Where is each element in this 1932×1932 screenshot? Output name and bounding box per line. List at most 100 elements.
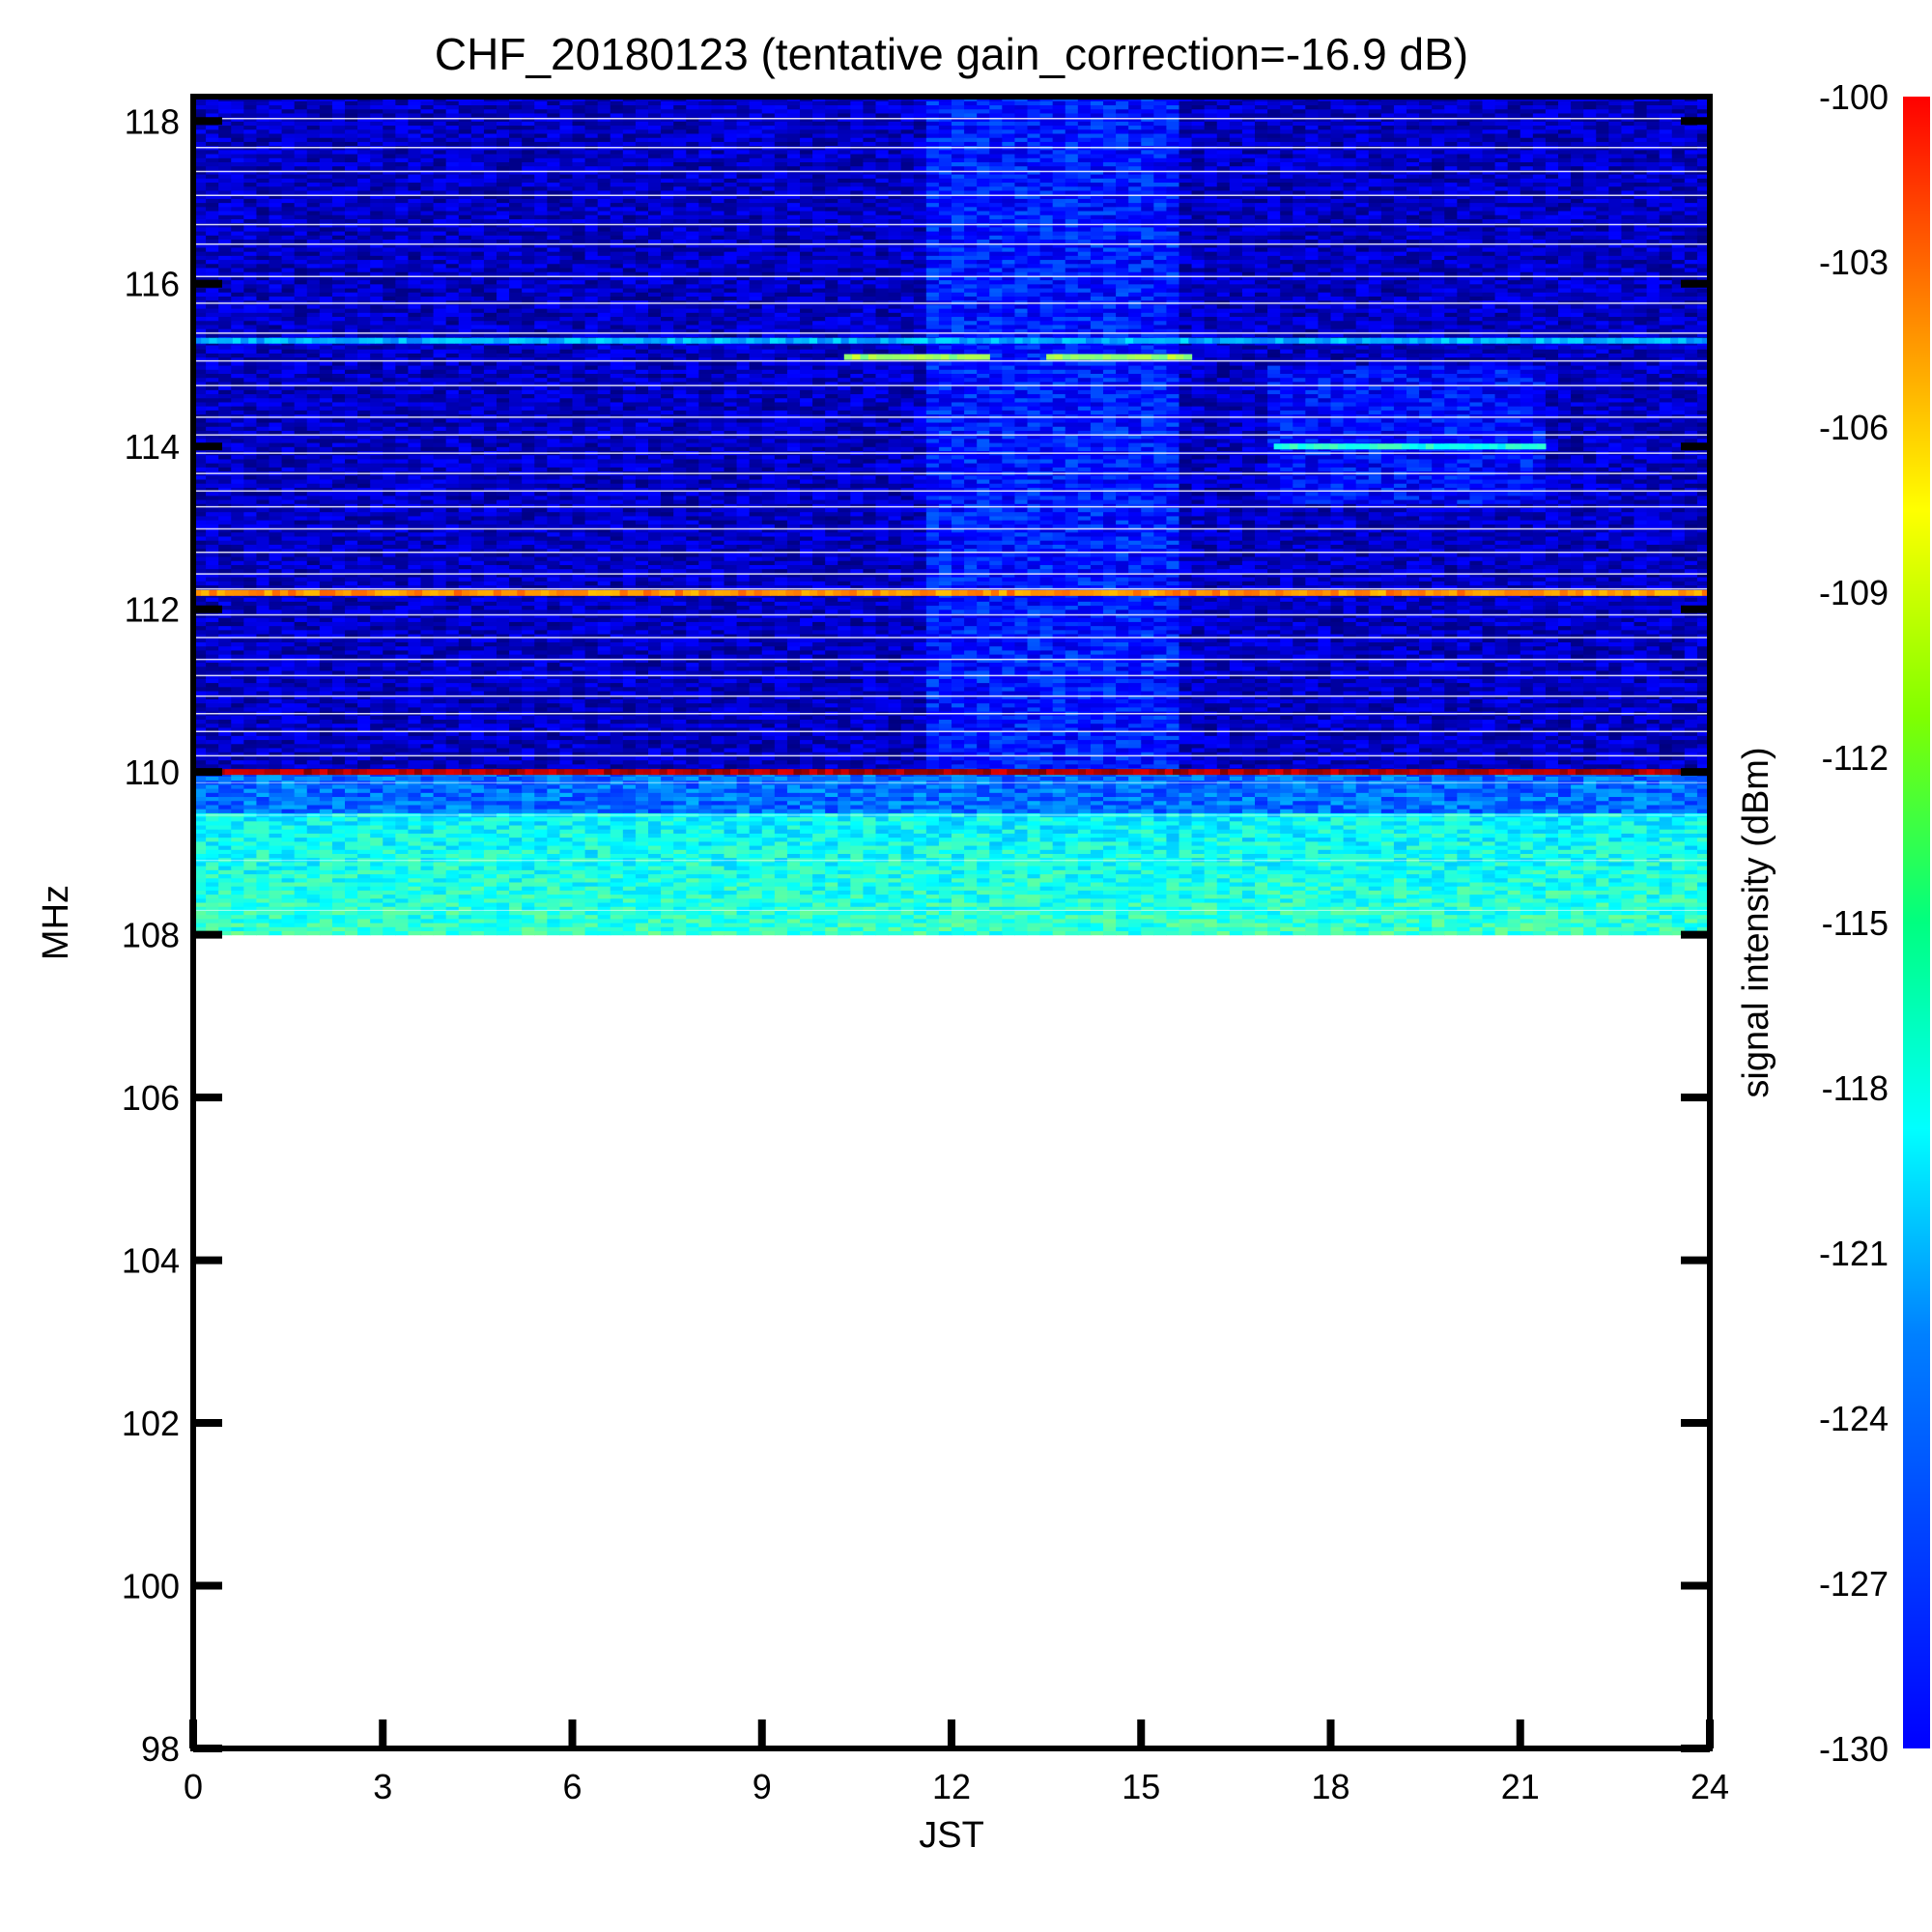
heatmap-cell (1280, 800, 1293, 806)
heatmap-cell (1116, 894, 1129, 899)
heatmap-cell (736, 796, 751, 802)
heatmap-cell (1216, 824, 1231, 830)
heatmap-cell (370, 890, 384, 895)
heatmap-cell (1191, 890, 1206, 895)
heatmap-cell (1406, 914, 1420, 920)
heatmap-cell (1355, 840, 1370, 846)
heatmap-cell (319, 886, 333, 891)
heatmap-cell (749, 926, 763, 932)
heatmap-cell (1355, 783, 1370, 789)
heatmap-cell (294, 881, 308, 887)
heatmap-cell (661, 897, 674, 903)
heatmap-cell (863, 796, 877, 802)
heatmap-cell (1103, 800, 1117, 806)
heatmap-cell (231, 857, 244, 863)
heatmap-cell (711, 776, 725, 781)
heatmap-cell (269, 894, 283, 899)
heatmap-cell (357, 923, 371, 927)
heatmap-cell (1621, 886, 1635, 891)
heatmap-cell (1229, 910, 1243, 916)
heatmap-cell (218, 906, 232, 911)
heatmap-cell (1039, 910, 1054, 916)
heatmap-cell (294, 923, 308, 927)
heatmap-cell (1267, 844, 1281, 850)
heatmap-cell (698, 829, 713, 834)
heatmap-cell (1469, 849, 1484, 854)
heatmap-cell (547, 890, 561, 895)
heatmap-cell (913, 829, 927, 834)
heatmap-cell (1355, 869, 1370, 875)
heatmap-cell (698, 869, 713, 875)
heatmap-cell (1318, 866, 1332, 870)
heatmap-cell (1191, 861, 1206, 867)
heatmap-cell (1128, 857, 1142, 863)
heatmap-cell (193, 873, 207, 879)
heatmap-cell (193, 763, 207, 769)
heatmap-cell (1621, 837, 1635, 842)
heatmap-cell (1318, 930, 1332, 936)
heatmap-cell (345, 844, 358, 850)
heatmap-cell (1532, 809, 1547, 813)
heatmap-cell (648, 869, 662, 875)
heatmap-cell (1444, 776, 1458, 781)
heatmap-cell (1482, 930, 1496, 936)
heatmap-cell (686, 877, 699, 883)
heatmap-cell (1571, 914, 1584, 920)
heatmap-cell (1128, 809, 1142, 813)
heatmap-cell (572, 776, 586, 781)
heatmap-cell (1090, 800, 1104, 806)
heatmap-cell (1659, 901, 1673, 907)
heatmap-cell (786, 820, 801, 826)
heatmap-cell (1305, 906, 1320, 911)
heatmap-cell (1696, 844, 1710, 850)
heatmap-cell (825, 881, 838, 887)
heatmap-cell (1002, 869, 1016, 875)
heatmap-cell (1103, 788, 1117, 793)
heatmap-cell (458, 897, 472, 903)
heatmap-cell (1545, 861, 1559, 867)
heatmap-cell (800, 881, 813, 887)
heatmap-cell (1659, 800, 1673, 806)
heatmap-cell (1002, 833, 1016, 838)
heatmap-cell (218, 930, 232, 936)
heatmap-cell (1520, 792, 1534, 798)
heatmap-cell (736, 800, 751, 806)
heatmap-cell (1482, 833, 1496, 838)
heatmap-cell (534, 796, 548, 802)
heatmap-cell (1393, 840, 1407, 846)
heatmap-cell (319, 918, 333, 923)
heatmap-cell (1179, 923, 1193, 927)
heatmap-cell (445, 910, 460, 916)
heatmap-cell (1406, 804, 1420, 810)
heatmap-cell (395, 857, 410, 863)
heatmap-cell (345, 853, 358, 859)
heatmap-cell (812, 881, 826, 887)
heatmap-cell (547, 853, 561, 859)
heatmap-cell (357, 800, 371, 806)
heatmap-cell (1330, 894, 1345, 899)
heatmap-cell (1280, 897, 1293, 903)
heatmap-cell (1330, 890, 1345, 895)
heatmap-cell (800, 926, 813, 932)
heatmap-cell (483, 906, 497, 911)
heatmap-cell (497, 910, 510, 916)
heatmap-cell (1179, 796, 1193, 802)
heatmap-cell (1014, 776, 1029, 781)
heatmap-cell (206, 844, 219, 850)
heatmap-cell (1103, 910, 1117, 916)
heatmap-cell (989, 783, 1003, 789)
heatmap-cell (584, 890, 599, 895)
heatmap-cell (383, 894, 396, 899)
heatmap-cell (1153, 930, 1168, 936)
heatmap-cell (345, 776, 358, 781)
heatmap-cell (597, 886, 611, 891)
heatmap-cell (1469, 890, 1484, 895)
heatmap-cell (1052, 837, 1066, 842)
heatmap-cell (395, 763, 410, 769)
heatmap-cell (319, 837, 333, 842)
heatmap-cell (522, 894, 535, 899)
heatmap-cell (863, 800, 877, 806)
heatmap-cell (1406, 833, 1420, 838)
heatmap-cell (1393, 833, 1407, 838)
heatmap-cell (509, 837, 523, 842)
